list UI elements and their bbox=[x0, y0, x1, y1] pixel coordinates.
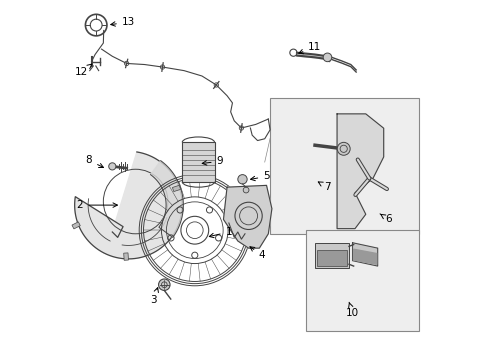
Circle shape bbox=[109, 163, 116, 170]
Text: 8: 8 bbox=[86, 155, 103, 167]
Text: 11: 11 bbox=[299, 42, 321, 54]
Circle shape bbox=[337, 142, 350, 155]
Text: 10: 10 bbox=[346, 302, 359, 318]
Polygon shape bbox=[223, 185, 272, 248]
Bar bbox=[182, 142, 215, 182]
Circle shape bbox=[243, 187, 249, 193]
Bar bbox=[72, 222, 80, 229]
Text: 9: 9 bbox=[202, 156, 223, 166]
Text: 6: 6 bbox=[380, 214, 392, 224]
Bar bbox=[315, 243, 349, 268]
Circle shape bbox=[159, 279, 170, 291]
Text: 3: 3 bbox=[150, 288, 158, 305]
Polygon shape bbox=[150, 161, 183, 237]
Text: 7: 7 bbox=[318, 182, 331, 192]
Text: 4: 4 bbox=[250, 247, 266, 260]
Circle shape bbox=[238, 175, 247, 184]
Polygon shape bbox=[74, 152, 182, 259]
Bar bbox=[270, 98, 419, 234]
Circle shape bbox=[323, 53, 332, 62]
Polygon shape bbox=[337, 114, 384, 229]
Polygon shape bbox=[353, 243, 378, 266]
Polygon shape bbox=[354, 249, 377, 264]
Bar bbox=[317, 250, 347, 266]
Bar bbox=[172, 185, 181, 192]
Text: 13: 13 bbox=[111, 17, 135, 27]
Text: 5: 5 bbox=[250, 171, 270, 181]
Text: 12: 12 bbox=[75, 64, 92, 77]
Bar bbox=[123, 253, 128, 260]
Bar bbox=[306, 230, 419, 330]
Text: 1: 1 bbox=[209, 227, 232, 238]
Text: 2: 2 bbox=[77, 200, 118, 210]
